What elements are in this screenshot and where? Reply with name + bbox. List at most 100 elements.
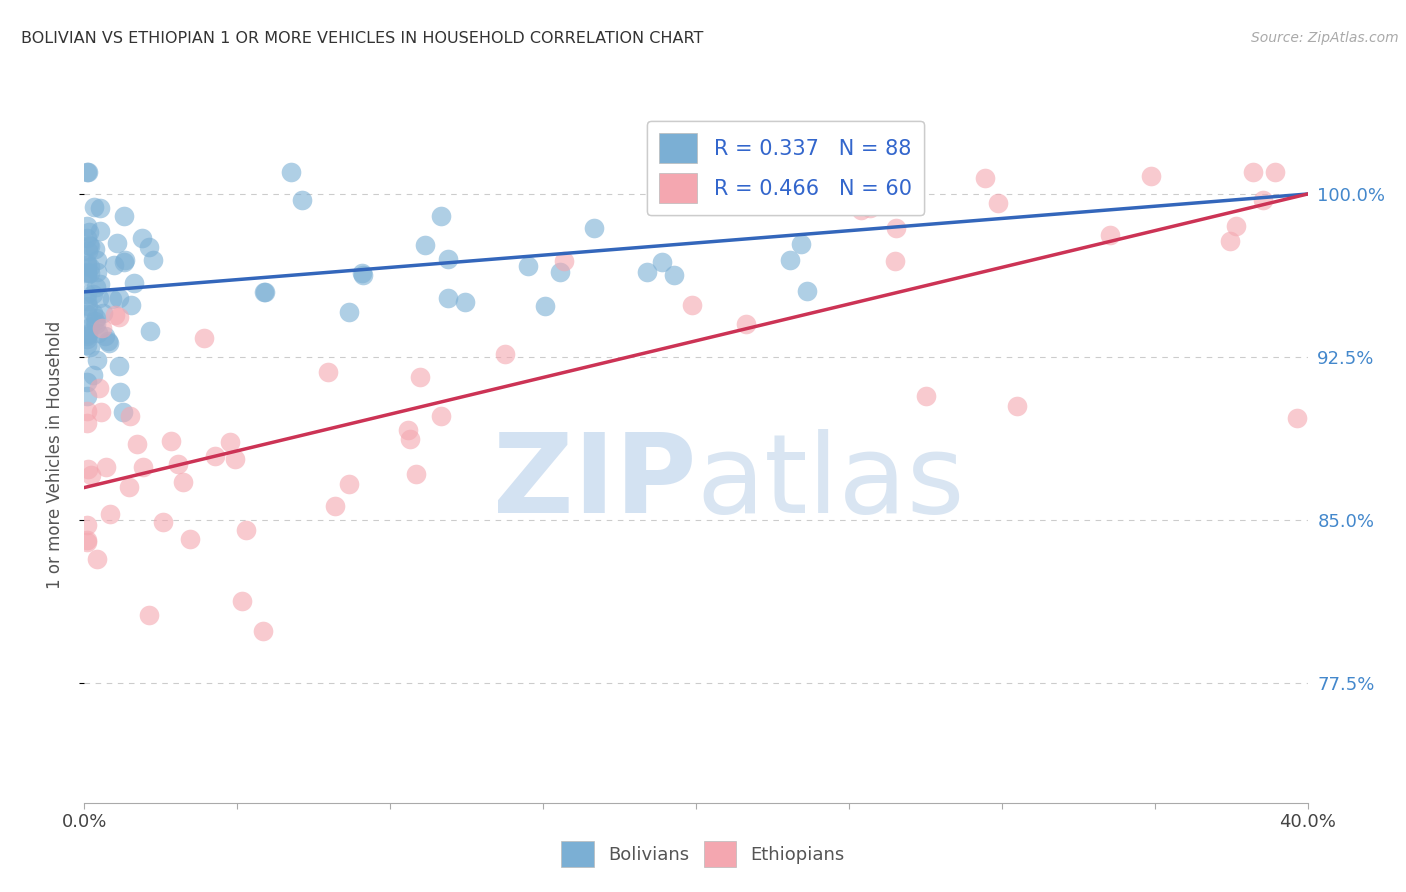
Point: [76, 375, 98, 389]
Point: [179, 532, 201, 546]
Point: [76, 231, 98, 245]
Point: [114, 253, 136, 268]
Point: [204, 449, 226, 463]
Point: [167, 457, 190, 471]
Point: [76, 256, 98, 270]
Point: [76, 268, 98, 282]
Point: [82, 368, 104, 382]
Point: [120, 298, 142, 312]
Point: [280, 165, 302, 179]
Point: [337, 476, 360, 491]
Text: BOLIVIAN VS ETHIOPIAN 1 OR MORE VEHICLES IN HOUSEHOLD CORRELATION CHART: BOLIVIAN VS ETHIOPIAN 1 OR MORE VEHICLES…: [21, 31, 703, 46]
Point: [86, 353, 108, 368]
Point: [132, 460, 155, 475]
Point: [291, 194, 314, 208]
Point: [138, 607, 160, 622]
Point: [77, 462, 100, 476]
Point: [84, 317, 107, 331]
Point: [516, 259, 538, 273]
Point: [94, 328, 117, 343]
Point: [352, 266, 374, 280]
Point: [254, 285, 277, 300]
Point: [437, 291, 460, 305]
Point: [1241, 165, 1264, 179]
Point: [138, 324, 160, 338]
Point: [104, 308, 127, 322]
Point: [76, 265, 98, 279]
Point: [107, 359, 129, 373]
Point: [1264, 165, 1286, 179]
Point: [103, 258, 125, 272]
Point: [117, 480, 139, 494]
Point: [987, 196, 1010, 211]
Point: [76, 535, 98, 549]
Point: [131, 231, 153, 245]
Point: [91, 321, 114, 335]
Point: [86, 265, 108, 279]
Point: [77, 225, 100, 239]
Point: [735, 317, 758, 331]
Point: [82, 306, 104, 320]
Point: [84, 310, 107, 325]
Point: [83, 200, 105, 214]
Point: [138, 240, 160, 254]
Point: [396, 423, 419, 437]
Point: [1225, 219, 1247, 234]
Point: [76, 258, 98, 272]
Point: [76, 332, 98, 346]
Legend: Bolivians, Ethiopians: Bolivians, Ethiopians: [554, 834, 852, 874]
Point: [87, 381, 110, 395]
Point: [98, 336, 121, 351]
Point: [681, 297, 703, 311]
Point: [534, 299, 557, 313]
Point: [76, 219, 98, 234]
Point: [884, 220, 907, 235]
Text: ZIP: ZIP: [492, 429, 696, 536]
Point: [437, 252, 460, 266]
Point: [430, 209, 453, 223]
Point: [790, 237, 813, 252]
Point: [430, 409, 453, 423]
Point: [98, 507, 121, 521]
Point: [193, 330, 215, 344]
Point: [79, 340, 101, 354]
Point: [849, 202, 872, 217]
Point: [550, 264, 572, 278]
Text: atlas: atlas: [696, 429, 965, 536]
Point: [779, 252, 801, 267]
Point: [405, 467, 427, 481]
Point: [89, 277, 111, 291]
Point: [87, 291, 110, 305]
Point: [859, 201, 882, 215]
Point: [76, 326, 98, 340]
Point: [97, 334, 120, 349]
Point: [84, 242, 107, 256]
Point: [112, 209, 135, 223]
Point: [79, 239, 101, 253]
Point: [413, 238, 436, 252]
Point: [730, 184, 752, 198]
Point: [76, 338, 98, 352]
Point: [636, 265, 658, 279]
Point: [76, 299, 98, 313]
Point: [90, 404, 112, 418]
Point: [76, 329, 98, 343]
Point: [253, 285, 276, 299]
Point: [80, 467, 103, 482]
Point: [325, 500, 347, 514]
Point: [662, 268, 685, 283]
Point: [86, 552, 108, 566]
Point: [884, 254, 907, 268]
Point: [122, 276, 145, 290]
Point: [1007, 399, 1029, 413]
Point: [1098, 228, 1121, 243]
Point: [914, 389, 936, 403]
Text: Source: ZipAtlas.com: Source: ZipAtlas.com: [1251, 31, 1399, 45]
Point: [224, 451, 246, 466]
Point: [79, 320, 101, 334]
Point: [110, 384, 132, 399]
Point: [101, 292, 124, 306]
Point: [96, 460, 118, 475]
Point: [76, 165, 98, 179]
Point: [79, 260, 101, 274]
